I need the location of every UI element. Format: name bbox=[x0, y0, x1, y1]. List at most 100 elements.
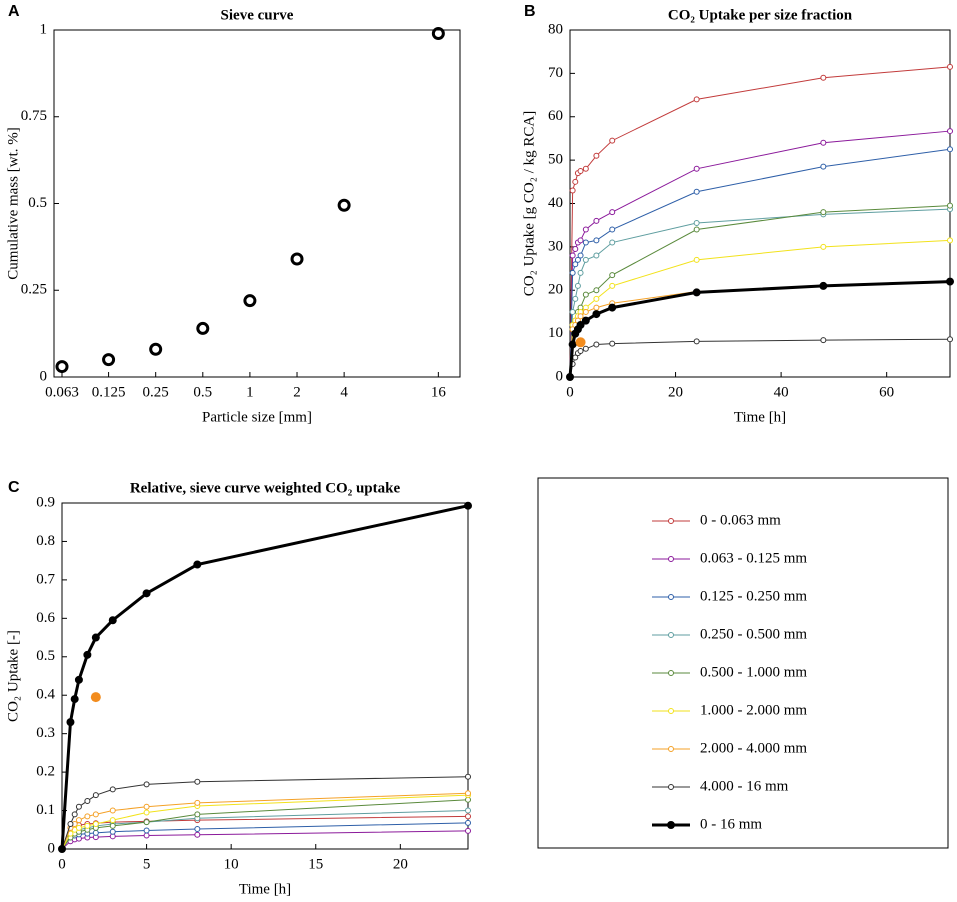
point bbox=[465, 819, 471, 826]
legend-marker bbox=[668, 632, 674, 638]
point bbox=[92, 811, 99, 818]
point bbox=[582, 226, 589, 233]
legend-label: 4.000 - 16 mm bbox=[700, 778, 789, 794]
point bbox=[92, 821, 99, 828]
point bbox=[577, 347, 584, 354]
y-axis-label: CO₂ Uptake [g CO₂ / kg RCA] bbox=[521, 111, 537, 296]
point bbox=[572, 261, 579, 268]
point bbox=[693, 220, 700, 227]
x-axis-label: Particle size [mm] bbox=[202, 409, 312, 425]
legend-label: 0.250 - 0.500 mm bbox=[700, 626, 807, 642]
point bbox=[582, 256, 589, 263]
point bbox=[576, 320, 585, 329]
x-tick-label: 20 bbox=[393, 856, 408, 872]
y-tick-label: 0 bbox=[40, 368, 48, 384]
point bbox=[577, 313, 584, 320]
point bbox=[465, 827, 471, 834]
point bbox=[109, 807, 116, 814]
point bbox=[582, 165, 589, 172]
point bbox=[947, 63, 953, 70]
point bbox=[109, 828, 116, 835]
point bbox=[465, 790, 471, 797]
point bbox=[142, 589, 151, 598]
x-tick-label: 40 bbox=[774, 384, 789, 400]
point bbox=[83, 650, 92, 659]
point bbox=[820, 209, 827, 216]
y-tick-label: 50 bbox=[548, 152, 563, 168]
y-tick-label: 0 bbox=[556, 368, 564, 384]
y-tick-label: 0.75 bbox=[21, 108, 47, 124]
point bbox=[946, 277, 954, 286]
legend-label: 0.063 - 0.125 mm bbox=[700, 550, 807, 566]
point bbox=[593, 152, 600, 159]
point bbox=[572, 295, 579, 302]
x-tick-label: 0.25 bbox=[143, 384, 169, 400]
point bbox=[92, 829, 99, 836]
point bbox=[74, 675, 83, 684]
point bbox=[593, 341, 600, 348]
point bbox=[609, 272, 616, 279]
legend-label: 0 - 16 mm bbox=[700, 816, 762, 832]
legend-label: 1.000 - 2.000 mm bbox=[700, 702, 807, 718]
point bbox=[572, 178, 579, 185]
point bbox=[609, 340, 616, 347]
point bbox=[143, 832, 150, 839]
y-tick-label: 0.5 bbox=[28, 195, 47, 211]
point bbox=[149, 342, 163, 356]
point bbox=[337, 198, 351, 212]
legend-label: 2.000 - 4.000 mm bbox=[700, 740, 807, 756]
x-tick-label: 0 bbox=[58, 856, 66, 872]
x-axis-label: Time [h] bbox=[239, 881, 291, 897]
point bbox=[194, 811, 201, 818]
point bbox=[609, 282, 616, 289]
x-tick-label: 0 bbox=[566, 384, 574, 400]
chart-title: CO₂ Uptake per size fraction bbox=[668, 7, 853, 23]
point bbox=[465, 773, 471, 780]
point bbox=[693, 256, 700, 263]
point bbox=[243, 294, 257, 308]
x-tick-label: 5 bbox=[143, 856, 151, 872]
x-tick-label: 0.063 bbox=[45, 384, 79, 400]
point bbox=[592, 310, 601, 319]
point bbox=[693, 226, 700, 233]
point bbox=[572, 246, 579, 253]
point bbox=[593, 252, 600, 259]
point bbox=[577, 167, 584, 174]
point bbox=[593, 237, 600, 244]
y-axis-label: CO₂ Uptake [-] bbox=[5, 630, 21, 722]
point bbox=[194, 799, 201, 806]
point bbox=[609, 226, 616, 233]
x-axis-label: Time [h] bbox=[734, 409, 786, 425]
point bbox=[582, 345, 589, 352]
panel-letter: C bbox=[8, 479, 20, 496]
x-tick-label: 16 bbox=[431, 384, 447, 400]
point bbox=[465, 807, 471, 814]
point bbox=[609, 209, 616, 216]
point bbox=[582, 308, 589, 315]
y-tick-label: 0.6 bbox=[36, 610, 55, 626]
y-tick-label: 20 bbox=[548, 282, 563, 298]
point bbox=[947, 202, 953, 209]
x-tick-label: 10 bbox=[224, 856, 239, 872]
point bbox=[819, 281, 828, 290]
y-tick-label: 30 bbox=[548, 238, 563, 254]
y-tick-label: 0.5 bbox=[36, 648, 55, 664]
point bbox=[593, 295, 600, 302]
point bbox=[143, 827, 150, 834]
point bbox=[75, 824, 82, 831]
panel-letter: B bbox=[524, 3, 536, 20]
legend-marker bbox=[668, 784, 674, 790]
point bbox=[693, 188, 700, 195]
legend-marker bbox=[667, 821, 675, 829]
point bbox=[581, 316, 590, 325]
point bbox=[464, 501, 472, 510]
x-tick-label: 15 bbox=[308, 856, 323, 872]
point bbox=[109, 822, 116, 829]
point bbox=[577, 237, 584, 244]
point bbox=[569, 252, 576, 259]
point bbox=[71, 811, 78, 818]
point bbox=[194, 831, 201, 838]
legend-marker bbox=[668, 594, 674, 600]
point bbox=[75, 803, 82, 810]
